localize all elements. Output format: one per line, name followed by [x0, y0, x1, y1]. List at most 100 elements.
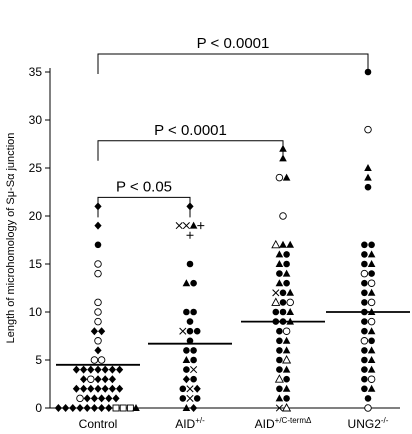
data-point — [189, 221, 198, 229]
data-point — [361, 366, 368, 373]
data-point — [105, 404, 113, 412]
data-point — [193, 384, 201, 393]
x-tick-label: AID+/C-termΔ — [255, 416, 312, 431]
y-tick-label: 5 — [35, 353, 42, 367]
data-point — [190, 404, 198, 412]
data-point — [364, 395, 372, 402]
data-point — [286, 308, 294, 315]
data-point — [83, 394, 91, 403]
x-tick-label: Control — [79, 417, 118, 431]
data-point — [90, 356, 99, 364]
data-point — [367, 250, 376, 258]
data-point — [361, 260, 368, 268]
y-tick-label: 25 — [29, 161, 43, 175]
data-point — [283, 375, 290, 383]
data-point — [182, 404, 191, 411]
data-point — [186, 318, 194, 325]
data-point — [367, 279, 376, 287]
data-point — [179, 385, 187, 393]
data-point — [101, 375, 109, 384]
data-point — [367, 298, 376, 307]
data-point — [275, 279, 284, 287]
data-point — [186, 260, 194, 268]
data-point — [72, 384, 80, 393]
data-point — [276, 337, 283, 345]
p-value-label: P < 0.0001 — [197, 35, 270, 52]
data-point — [72, 365, 80, 374]
median-lines — [56, 311, 410, 366]
data-point — [368, 241, 375, 249]
data-point — [368, 337, 375, 345]
data-point — [182, 222, 190, 230]
data-point — [282, 403, 292, 412]
data-point — [94, 241, 102, 249]
data-point — [94, 269, 102, 278]
data-point — [364, 404, 372, 412]
data-point — [283, 279, 290, 287]
data-point — [361, 318, 368, 325]
data-point — [361, 385, 368, 393]
y-axis-label: Length of microhomology of Sμ-Sα junctio… — [5, 133, 17, 344]
x-tick-label: UNG2-/- — [348, 416, 389, 431]
data-point — [275, 404, 283, 412]
data-point — [186, 394, 194, 402]
data-point — [282, 336, 291, 344]
data-point — [108, 375, 116, 384]
data-point — [286, 298, 294, 307]
data-point — [276, 347, 283, 354]
bracket — [97, 53, 369, 74]
data-point — [279, 289, 287, 297]
data-point — [286, 240, 294, 248]
p-value-label: P < 0.0001 — [154, 122, 227, 139]
data-point — [182, 356, 191, 363]
data-point — [367, 375, 376, 383]
data-point — [276, 327, 283, 335]
data-point — [283, 395, 290, 402]
data-point — [367, 356, 376, 363]
data-point — [97, 356, 106, 364]
data-point — [94, 346, 102, 355]
data-point — [94, 375, 102, 384]
data-point — [275, 250, 284, 258]
data-point — [94, 260, 102, 268]
data-point — [94, 317, 102, 326]
data-point — [182, 375, 190, 384]
data-point — [282, 269, 291, 277]
data-point — [364, 173, 372, 181]
data-point — [282, 365, 291, 373]
data-point — [90, 404, 98, 412]
data-point — [272, 289, 280, 297]
data-point — [367, 288, 376, 296]
y-tick-label: 35 — [29, 65, 43, 79]
data-point — [360, 337, 369, 345]
data-point — [361, 299, 368, 306]
data-point — [90, 327, 98, 336]
data-point — [119, 404, 127, 412]
data-point — [361, 289, 368, 297]
data-point — [54, 404, 62, 412]
data-point — [283, 251, 290, 258]
y-tick-label: 0 — [35, 401, 42, 415]
data-point — [276, 385, 283, 393]
data-point — [190, 375, 197, 383]
bracket — [97, 140, 284, 161]
data-point — [87, 384, 95, 393]
data-point — [361, 279, 368, 287]
data-point — [76, 404, 84, 412]
data-point — [94, 365, 102, 374]
y-tick-label: 20 — [29, 209, 43, 223]
data-point — [105, 394, 113, 403]
data-point — [108, 365, 116, 374]
data-point — [69, 404, 77, 412]
data-point — [132, 404, 140, 411]
y-ticks: 0 5 10 15 20 25 30 35 — [29, 65, 50, 415]
data-point — [108, 384, 116, 393]
data-point — [112, 394, 120, 403]
data-point — [282, 384, 291, 392]
data-point — [98, 327, 106, 336]
data-point — [76, 394, 84, 403]
data-point — [282, 327, 291, 335]
x-tick-labels: Control AID+/- AID+/C-termΔ UNG2-/- — [79, 416, 389, 431]
data-point — [94, 337, 102, 345]
